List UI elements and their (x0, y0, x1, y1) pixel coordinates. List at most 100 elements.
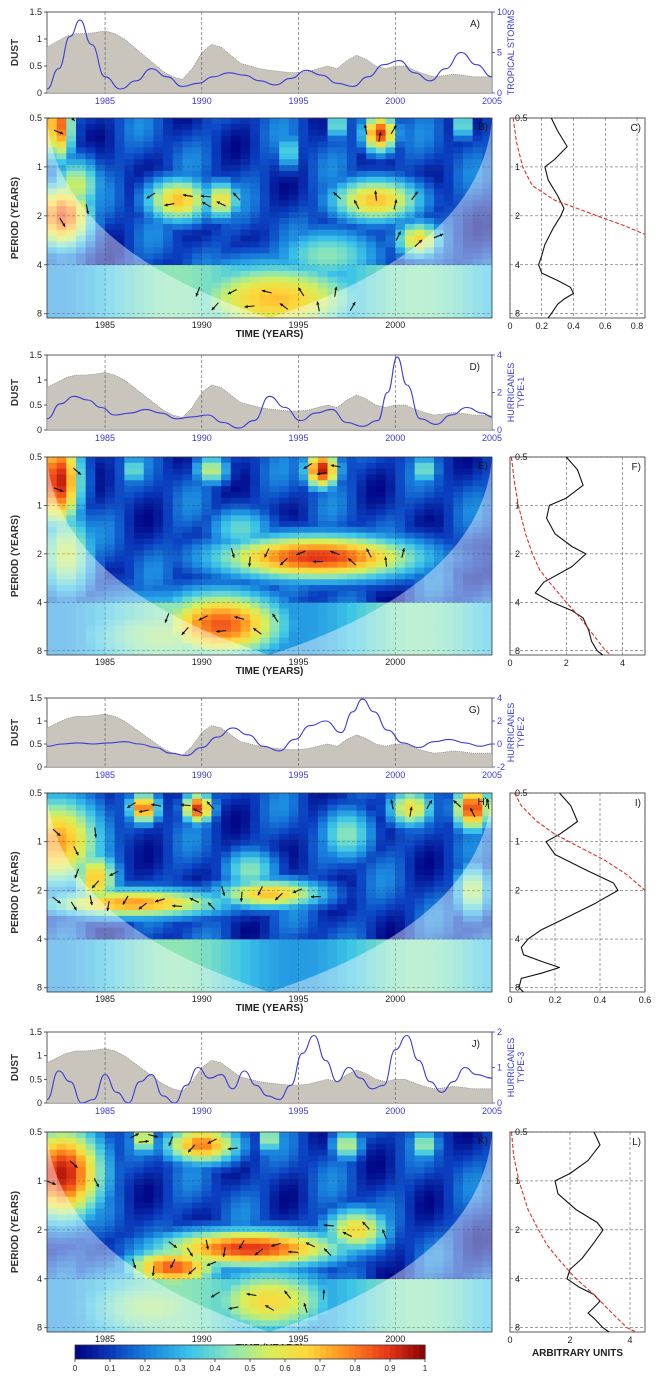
power-period-tick-label: 1 (515, 837, 520, 847)
panel-tag: B) (478, 122, 488, 133)
storm-tick-label: 1 (497, 1063, 502, 1073)
power-period-tick-label: 4 (515, 260, 520, 270)
storm-axis-label-2: TYPE-3 (516, 1052, 526, 1084)
power-period-tick-label: 4 (515, 597, 520, 607)
dust-tick-label: 1 (37, 716, 42, 726)
period-tick-label: 8 (37, 1323, 42, 1333)
dust-axis-label: DUST (10, 1054, 21, 1081)
power-period-tick-label: 4 (515, 1274, 520, 1284)
panel-tag: G) (469, 705, 480, 716)
colorbar-cell (256, 1345, 262, 1359)
colorbar-cell (128, 1345, 134, 1359)
colorbar-cell (413, 1345, 419, 1359)
colorbar-cell (349, 1345, 355, 1359)
power-frame (510, 457, 645, 655)
period-tick-label: 2 (37, 549, 42, 559)
colorbar-cell (297, 1345, 303, 1359)
power-tick-label: 0.4 (594, 995, 607, 1005)
colorbar-cell (186, 1345, 192, 1359)
period-tick-label: 1 (37, 837, 42, 847)
phase-arrow (33, 849, 42, 853)
colorbar-tick-label: 0.5 (244, 1364, 256, 1373)
power-tick-label: 0 (507, 658, 512, 668)
time-tick-label: 2000 (385, 1106, 405, 1116)
colorbar-cell (81, 1345, 87, 1359)
power-tick-label: 4 (627, 1335, 632, 1345)
time-tick-label: 2000 (385, 994, 405, 1004)
colorbar-cell (314, 1345, 320, 1359)
power-period-tick-label: 8 (515, 646, 520, 656)
power-period-tick-label: 2 (515, 1225, 520, 1235)
period-tick-label: 0.5 (29, 788, 42, 798)
period-tick-label: 4 (37, 597, 42, 607)
colorbar-cell (244, 1345, 250, 1359)
time-tick-label: 2000 (385, 96, 405, 106)
storm-axis-label: HURRICANES (506, 703, 516, 763)
time-tick-label: 1990 (192, 994, 212, 1004)
colorbar-cell (285, 1345, 291, 1359)
time-axis-label: TIME (YEARS) (236, 329, 304, 340)
colorbar-tick-label: 0 (73, 1364, 78, 1373)
power-tick-label: 0.6 (639, 995, 652, 1005)
storm-axis-label: HURRICANES (506, 363, 516, 423)
colorbar-cell (233, 1345, 239, 1359)
dust-tick-label: 1 (37, 375, 42, 385)
time-tick-label: 1990 (192, 433, 212, 443)
colorbar-cell (104, 1345, 110, 1359)
period-tick-label: 0.5 (29, 452, 42, 462)
time-tick-label: 2005 (482, 770, 502, 780)
colorbar-tick-label: 0.8 (349, 1364, 361, 1373)
colorbar-cell (110, 1345, 116, 1359)
power-tick-label: 0.4 (567, 321, 580, 331)
colorbar-cell (373, 1345, 379, 1359)
time-tick-label: 2000 (385, 1334, 405, 1344)
time-tick-label: 1995 (289, 1106, 309, 1116)
time-tick-label: 2005 (482, 433, 502, 443)
period-tick-label: 4 (37, 260, 42, 270)
power-period-tick-label: 2 (515, 211, 520, 221)
dust-tick-label: 0.5 (29, 61, 42, 71)
colorbar-cell (273, 1345, 279, 1359)
colorbar-cell (221, 1345, 227, 1359)
power-tick-label: 2 (564, 658, 569, 668)
phase-arrowhead (42, 470, 45, 473)
power-tick-label: 0 (507, 995, 512, 1005)
power-period-tick-label: 0.5 (515, 1127, 528, 1137)
time-tick-label: 1985 (95, 96, 115, 106)
power-tick-label: 0.8 (631, 321, 644, 331)
period-axis-label: PERIOD (YEARS) (10, 515, 21, 597)
dust-tick-label: 0 (37, 425, 42, 435)
power-tick-label: 0.2 (549, 995, 562, 1005)
period-axis-label: PERIOD (YEARS) (10, 851, 21, 933)
colorbar-cell (262, 1345, 268, 1359)
colorbar-tick-label: 0.4 (209, 1364, 221, 1373)
storm-tick-label: 4 (497, 350, 502, 360)
time-tick-label: 1990 (192, 320, 212, 330)
time-tick-label: 1990 (192, 1334, 212, 1344)
colorbar-cell (308, 1345, 314, 1359)
period-tick-label: 2 (37, 885, 42, 895)
power-tick-label: 4 (620, 658, 625, 668)
colorbar-tick-label: 0.2 (139, 1364, 151, 1373)
power-period-tick-label: 1 (515, 162, 520, 172)
colorbar-tick-label: 0.1 (104, 1364, 116, 1373)
colorbar-cell (396, 1345, 402, 1359)
colorbar-cell (133, 1345, 139, 1359)
colorbar-cell (180, 1345, 186, 1359)
dust-tick-label: 0.5 (29, 1074, 42, 1084)
period-axis-label: PERIOD (YEARS) (10, 177, 21, 259)
panel-tag: L) (632, 1137, 641, 1148)
colorbar-cell (291, 1345, 297, 1359)
dust-tick-label: 1.5 (29, 350, 42, 360)
time-tick-label: 1990 (192, 1106, 212, 1116)
colorbar-cell (174, 1345, 180, 1359)
dust-axis-label: DUST (10, 39, 21, 66)
